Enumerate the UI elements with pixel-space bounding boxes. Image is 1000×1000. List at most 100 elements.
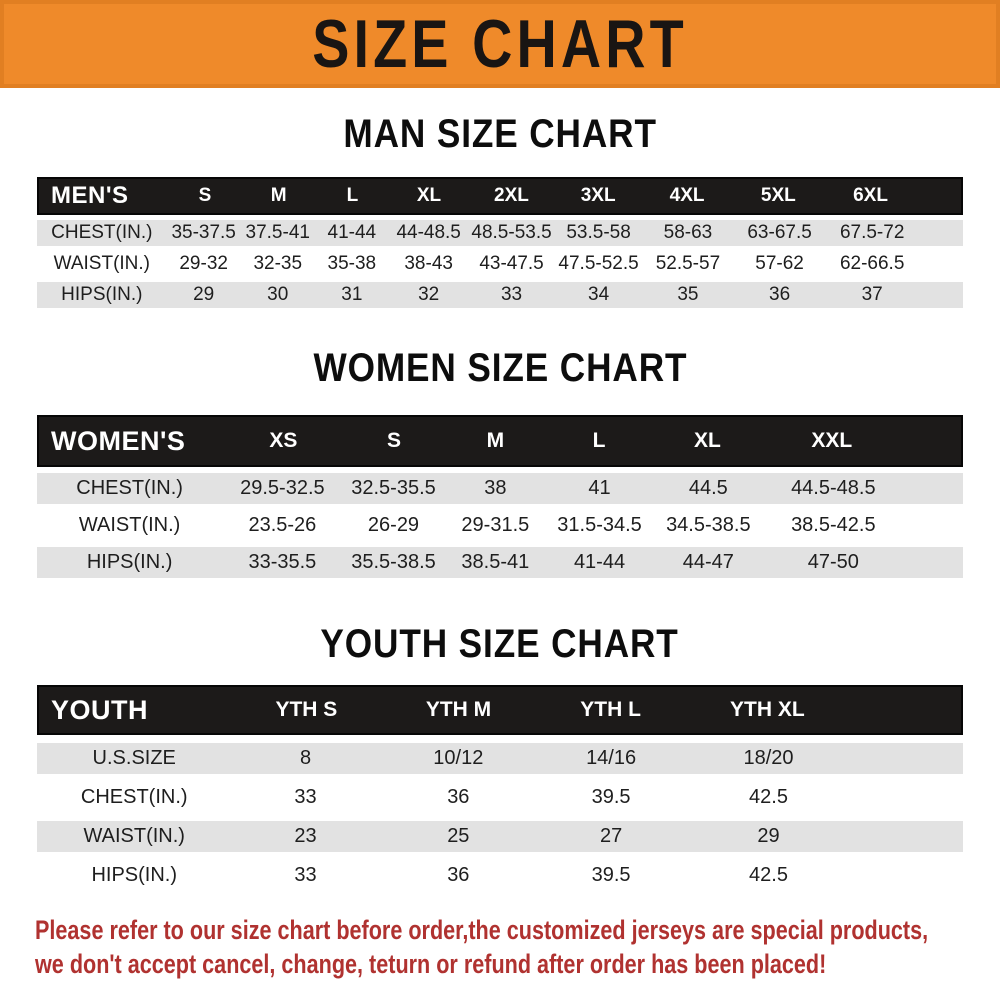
size-column-header: YTH M <box>425 698 492 721</box>
table-row: WAIST(IN.) 29-32 32-35 35-38 38-43 43-47.5 47.… <box>37 251 963 277</box>
size-cell: 37 <box>861 284 883 305</box>
section-title: WOMEN SIZE CHART <box>313 346 687 390</box>
size-cell: 25 <box>447 825 470 847</box>
size-cell: 44.5 <box>688 477 728 499</box>
size-cell: 36 <box>447 786 470 808</box>
size-cell: 31 <box>341 284 363 305</box>
table-header-label: WOMEN'S <box>51 425 186 456</box>
size-cell: 38 <box>484 477 507 499</box>
size-cell: 35.5-38.5 <box>351 551 436 573</box>
size-column-header: XXL <box>811 429 853 452</box>
size-column-header: YTH L <box>580 698 641 721</box>
size-chart-banner: SIZE CHART <box>0 0 1000 88</box>
size-cell: 33 <box>294 864 317 886</box>
size-column-header: L <box>346 185 359 206</box>
size-cell: 41-44 <box>573 551 626 573</box>
row-label: WAIST(IN.) <box>78 514 181 536</box>
size-cell: 30 <box>267 284 289 305</box>
size-cell: 32-35 <box>253 253 303 274</box>
size-cell: 44-47 <box>682 551 734 573</box>
size-column-header: 2XL <box>494 185 529 206</box>
size-column-header: 3XL <box>580 185 616 206</box>
table-header-row: MEN'S S M L XL 2XL 3XL 4XL 5XL 6XL <box>37 177 963 215</box>
size-cell: 63-67.5 <box>747 222 812 243</box>
size-cell: 36 <box>447 864 470 886</box>
table-row: CHEST(IN.) 29.5-32.5 32.5-35.5 38 41 44.5 44.5… <box>37 473 963 504</box>
table-row: U.S.SIZE 8 10/12 14/16 18/20 <box>37 743 963 774</box>
size-cell: 27 <box>599 825 623 847</box>
size-column-header: S <box>198 185 212 206</box>
note-line-2: we don't accept cancel, change, teturn o… <box>35 949 827 979</box>
table-row: WAIST(IN.) 23 25 27 29 <box>37 821 963 852</box>
size-cell: 32 <box>418 284 440 305</box>
size-cell: 48.5-53.5 <box>471 222 552 243</box>
size-column-header: S <box>386 429 401 452</box>
table-header-row: YOUTH YTH S YTH M YTH L YTH XL <box>37 685 963 735</box>
table-row: HIPS(IN.) 29 30 31 32 33 34 35 36 37 <box>37 282 963 308</box>
size-cell: 29 <box>757 825 780 847</box>
size-column-header: 5XL <box>760 185 796 206</box>
size-cell: 58-63 <box>663 222 713 243</box>
size-chart-section: MAN SIZE CHART MEN'S S M L XL 2XL 3XL 4XL 5XL 6XL C… <box>0 112 1000 308</box>
size-cell: 36 <box>769 284 791 305</box>
size-cell: 37.5-41 <box>245 222 310 243</box>
banner-title: SIZE CHART <box>312 6 688 82</box>
size-cell: 47.5-52.5 <box>558 253 639 274</box>
size-cell: 43-47.5 <box>479 253 544 274</box>
size-cell: 39.5 <box>591 786 631 808</box>
size-column-header: XL <box>416 185 442 206</box>
size-cell: 35-37.5 <box>171 222 236 243</box>
size-cell: 29 <box>193 284 215 305</box>
size-cell: 26-29 <box>367 514 420 536</box>
size-column-header: XL <box>693 429 721 452</box>
size-cell: 8 <box>299 747 312 769</box>
table-row: CHEST(IN.) 35-37.5 37.5-41 41-44 44-48.5 48.5… <box>37 220 963 246</box>
size-cell: 41 <box>588 477 611 499</box>
size-cell: 23 <box>294 825 317 847</box>
row-label: U.S.SIZE <box>92 747 176 769</box>
table-row: CHEST(IN.) 33 36 39.5 42.5 <box>37 782 963 813</box>
size-column-header: M <box>270 185 287 206</box>
size-cell: 52.5-57 <box>655 253 721 274</box>
section-title-wrap: WOMEN SIZE CHART <box>0 346 1000 391</box>
size-chart-sections: MAN SIZE CHART MEN'S S M L XL 2XL 3XL 4XL 5XL 6XL C… <box>0 112 1000 891</box>
size-cell: 14/16 <box>586 747 637 769</box>
size-column-header: 6XL <box>853 185 888 206</box>
size-cell: 41-44 <box>327 222 377 243</box>
size-cell: 33 <box>294 786 317 808</box>
size-column-header: YTH XL <box>730 698 805 721</box>
size-cell: 29-31.5 <box>461 514 530 536</box>
section-title: MAN SIZE CHART <box>343 112 657 156</box>
table-row: HIPS(IN.) 33 36 39.5 42.5 <box>37 860 963 891</box>
size-column-header: YTH S <box>275 698 338 721</box>
size-chart-section: YOUTH SIZE CHART YOUTH YTH S YTH M YTH L YTH … <box>0 622 1000 891</box>
table-row: WAIST(IN.) 23.5-26 26-29 29-31.5 31.5-34.5 34… <box>37 510 963 541</box>
footer-note: Please refer to our size chart before or… <box>35 913 965 981</box>
note-line-1: Please refer to our size chart before or… <box>35 915 929 945</box>
table-row: HIPS(IN.) 33-35.5 35.5-38.5 38.5-41 41-44 44-… <box>37 547 963 578</box>
row-label: CHEST(IN.) <box>51 222 153 243</box>
size-column-header: L <box>592 429 606 452</box>
size-cell: 31.5-34.5 <box>557 514 642 536</box>
size-cell: 38.5-41 <box>461 551 530 573</box>
size-cell: 42.5 <box>749 786 788 808</box>
size-cell: 44.5-48.5 <box>791 477 876 499</box>
size-cell: 38-43 <box>404 253 453 274</box>
size-cell: 32.5-35.5 <box>351 477 436 499</box>
size-column-header: 4XL <box>669 185 705 206</box>
size-column-header: M <box>486 429 505 452</box>
size-cell: 57-62 <box>755 253 804 274</box>
table-header-label: YOUTH <box>51 694 148 725</box>
size-cell: 53.5-58 <box>566 222 631 243</box>
row-label: CHEST(IN.) <box>80 786 188 808</box>
size-cell: 47-50 <box>807 551 859 573</box>
size-cell: 42.5 <box>749 864 788 886</box>
size-cell: 29-32 <box>179 253 228 274</box>
size-cell: 62-66.5 <box>839 253 905 274</box>
section-title-wrap: MAN SIZE CHART <box>0 112 1000 157</box>
table-header-label: MEN'S <box>51 182 129 209</box>
section-title: YOUTH SIZE CHART <box>320 622 680 666</box>
size-cell: 34 <box>588 284 610 305</box>
row-label: CHEST(IN.) <box>76 477 183 499</box>
size-cell: 35 <box>677 284 699 305</box>
